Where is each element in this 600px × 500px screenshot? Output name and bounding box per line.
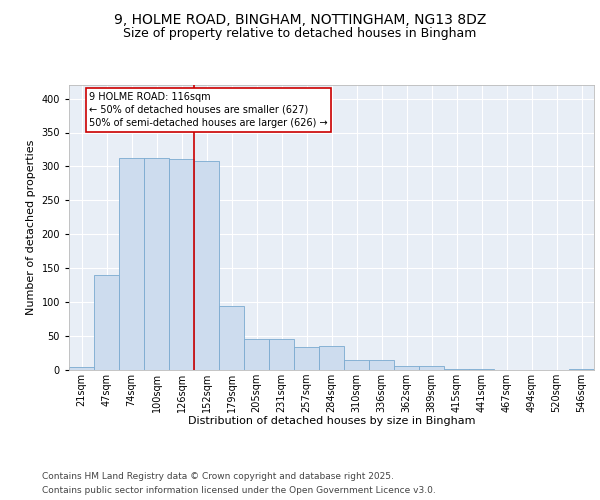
Bar — [194, 161, 219, 370]
Bar — [369, 360, 394, 370]
Bar — [394, 366, 419, 370]
Bar — [244, 339, 269, 370]
Text: 9 HOLME ROAD: 116sqm
← 50% of detached houses are smaller (627)
50% of semi-deta: 9 HOLME ROAD: 116sqm ← 50% of detached h… — [89, 92, 328, 128]
Bar — [419, 366, 444, 370]
Bar — [269, 340, 294, 370]
Bar — [344, 360, 369, 370]
Bar — [319, 346, 344, 370]
Text: 9, HOLME ROAD, BINGHAM, NOTTINGHAM, NG13 8DZ: 9, HOLME ROAD, BINGHAM, NOTTINGHAM, NG13… — [114, 12, 486, 26]
Text: Contains public sector information licensed under the Open Government Licence v3: Contains public sector information licen… — [42, 486, 436, 495]
Bar — [69, 368, 94, 370]
Bar — [219, 306, 244, 370]
Bar — [569, 368, 594, 370]
Bar — [94, 275, 119, 370]
Text: Size of property relative to detached houses in Bingham: Size of property relative to detached ho… — [124, 28, 476, 40]
X-axis label: Distribution of detached houses by size in Bingham: Distribution of detached houses by size … — [188, 416, 475, 426]
Bar — [294, 347, 319, 370]
Y-axis label: Number of detached properties: Number of detached properties — [26, 140, 36, 315]
Bar — [144, 158, 169, 370]
Bar — [169, 159, 194, 370]
Text: Contains HM Land Registry data © Crown copyright and database right 2025.: Contains HM Land Registry data © Crown c… — [42, 472, 394, 481]
Bar — [119, 158, 144, 370]
